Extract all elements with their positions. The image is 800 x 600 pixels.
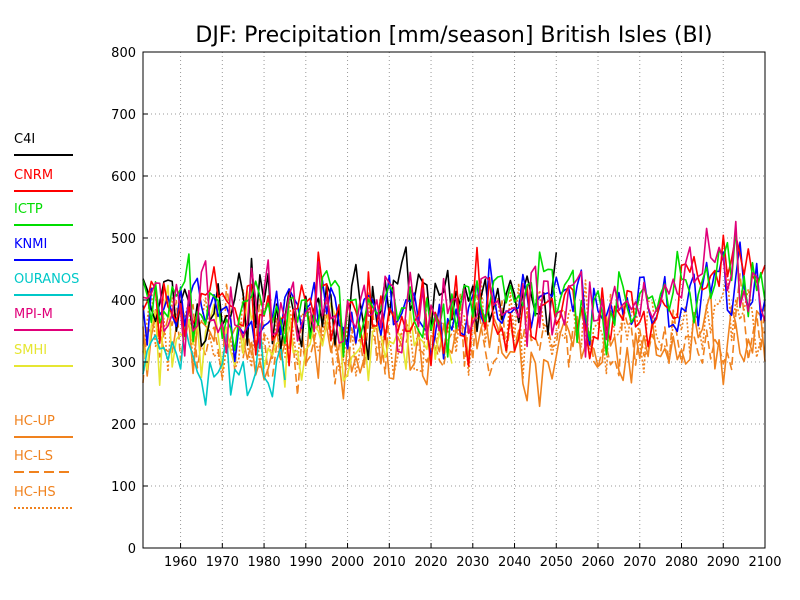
- x-tick-label: 2010: [373, 555, 406, 570]
- y-axis: 0 100 200 300 400 500 600 700 800: [111, 46, 148, 557]
- x-tick-label: 2080: [665, 555, 698, 570]
- series-line-hc-ls: [142, 273, 766, 397]
- series-line-hc-up: [142, 287, 766, 408]
- x-tick-label: 1990: [289, 555, 322, 570]
- legend-label-mpi-m: MPI-M: [14, 307, 53, 322]
- legend-label-cnrm: CNRM: [14, 168, 53, 183]
- legend-label-hc-hs: HC-HS: [14, 485, 56, 500]
- y-tick-label: 200: [111, 418, 136, 433]
- x-tick-label: 1970: [206, 555, 239, 570]
- series-line-ictp: [142, 227, 766, 358]
- x-tick-label: 2060: [581, 555, 614, 570]
- y-tick-label: 500: [111, 232, 136, 247]
- series-line-mpi-m: [142, 220, 766, 358]
- y-tick-label: 300: [111, 356, 136, 371]
- series-layer: [142, 220, 766, 408]
- x-tick-label: 1980: [248, 555, 281, 570]
- y-tick-label: 700: [111, 108, 136, 123]
- legend-label-c4i: C4I: [14, 132, 35, 147]
- x-tick-label: 2030: [456, 555, 489, 570]
- y-tick-label: 100: [111, 480, 136, 495]
- legend-label-knmi: KNMI: [14, 237, 47, 252]
- y-tick-label: 600: [111, 170, 136, 185]
- legend-label-hc-up: HC-UP: [14, 414, 55, 429]
- x-tick-label: 2020: [414, 555, 447, 570]
- y-tick-label: 0: [128, 542, 136, 557]
- y-tick-label: 800: [111, 46, 136, 61]
- x-tick-label: 1960: [164, 555, 197, 570]
- x-tick-label: 2070: [623, 555, 656, 570]
- x-tick-label: 2100: [748, 555, 781, 570]
- legend-label-smhi: SMHI: [14, 343, 47, 358]
- legend-label-ouranos: OURANOS: [14, 272, 79, 287]
- legend-label-ictp: ICTP: [14, 202, 43, 217]
- chart-title: DJF: Precipitation [mm/season] British I…: [195, 23, 712, 48]
- x-tick-label: 2090: [707, 555, 740, 570]
- x-tick-label: 2050: [540, 555, 573, 570]
- legend-label-hc-ls: HC-LS: [14, 449, 53, 464]
- legend: C4I CNRM ICTP KNMI OURANOS MPI-M SMHI HC-UP HC-L…: [14, 132, 79, 509]
- x-tick-label: 2040: [498, 555, 531, 570]
- x-axis: 1960 1970 1980 1990 2000 2010 2020 2030 2040 2050…: [164, 543, 782, 570]
- y-tick-label: 400: [111, 294, 136, 309]
- x-tick-label: 2000: [331, 555, 364, 570]
- series-line-ouranos: [142, 322, 286, 406]
